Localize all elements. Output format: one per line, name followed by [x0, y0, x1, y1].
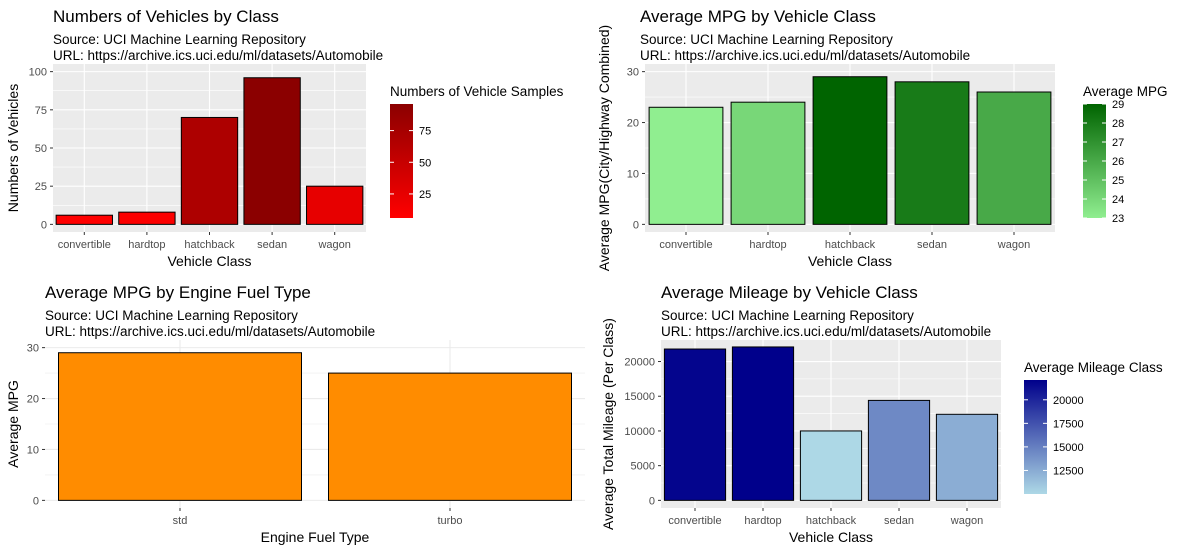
legend-tick-label: 50 [419, 157, 431, 169]
x-tick-label: convertible [659, 239, 712, 251]
legend-tick-label: 15000 [1053, 442, 1084, 454]
x-tick-label: wagon [317, 239, 350, 251]
y-tick-label: 100 [29, 67, 47, 79]
y-tick-label: 20000 [624, 357, 655, 369]
bar-sedan [894, 81, 970, 225]
bar-turbo [328, 372, 572, 501]
chart-panel-4: Average Mileage by Vehicle Class Source: … [600, 283, 1163, 545]
y-tick-label: 50 [35, 143, 47, 155]
x-tick-label: hatchback [184, 239, 235, 251]
y-tick-label: 0 [633, 219, 639, 231]
legend-tick-label: 25 [1112, 175, 1124, 187]
chart-title: Average Mileage by Vehicle Class [661, 283, 918, 302]
bar-convertible [663, 348, 727, 501]
y-axis-title: Average MPG [5, 380, 21, 468]
chart-subtitle-line: Source: UCI Machine Learning Repository [640, 32, 893, 47]
chart-title: Average MPG by Vehicle Class [640, 7, 876, 26]
y-tick-label: 0 [649, 495, 655, 507]
y-tick-label: 20 [27, 394, 39, 406]
x-axis-title: Vehicle Class [808, 253, 892, 269]
x-tick-label: hardtop [749, 239, 786, 251]
x-tick-label: hatchback [825, 239, 876, 251]
bar-sedan [243, 77, 301, 225]
chart-subtitle-line: URL: https://archive.ics.uci.edu/ml/data… [45, 324, 375, 339]
x-axis-title: Vehicle Class [167, 253, 251, 269]
legend-colorbar [1083, 104, 1106, 218]
legend-tick-label: 28 [1112, 118, 1124, 130]
legend-colorbar [1024, 380, 1047, 494]
legend-tick-label: 75 [419, 126, 431, 138]
x-axis-title: Vehicle Class [789, 529, 873, 545]
legend-tick-label: 29 [1112, 99, 1124, 111]
chart-subtitle-line: URL: https://archive.ics.uci.edu/ml/data… [53, 48, 383, 63]
x-tick-label: sedan [257, 239, 287, 251]
bar-wagon [935, 413, 999, 501]
y-axis-title: Numbers of Vehicles [5, 84, 21, 212]
x-tick-label: turbo [437, 515, 462, 527]
legend-title: Average Mileage Class [1024, 360, 1163, 375]
y-tick-label: 10000 [624, 426, 655, 438]
legend-tick-label: 27 [1112, 137, 1124, 149]
y-tick-label: 20 [627, 118, 639, 130]
y-tick-label: 10 [27, 444, 39, 456]
x-tick-label: wagon [997, 239, 1030, 251]
chart-panel-1: Numbers of Vehicles by Class Source: UCI … [5, 7, 564, 269]
chart-subtitle-line: Source: UCI Machine Learning Repository [53, 32, 306, 47]
legend-tick-label: 17500 [1053, 418, 1084, 430]
y-tick-label: 25 [35, 181, 47, 193]
y-axis-title: Average MPG(City/Highway Combined) [596, 25, 612, 271]
bar-hatchback [180, 116, 239, 225]
legend-tick-label: 25 [419, 189, 431, 201]
legend-tick-label: 24 [1112, 194, 1124, 206]
x-tick-label: std [173, 515, 188, 527]
x-tick-label: sedan [917, 239, 947, 251]
y-tick-label: 5000 [631, 461, 655, 473]
bar-hardtop [731, 346, 795, 501]
bar-wagon [976, 91, 1052, 225]
x-tick-label: hardtop [128, 239, 165, 251]
chart-panel-3: Average MPG by Engine Fuel Type Source: U… [5, 283, 585, 545]
chart-title: Average MPG by Engine Fuel Type [45, 283, 311, 302]
y-tick-label: 75 [35, 105, 47, 117]
bar-std [58, 352, 302, 501]
x-axis-title: Engine Fuel Type [261, 529, 370, 545]
y-tick-label: 30 [27, 343, 39, 355]
y-tick-label: 10 [627, 168, 639, 180]
bar-wagon [306, 185, 364, 225]
chart-subtitle-line: URL: https://archive.ics.uci.edu/ml/data… [661, 324, 991, 339]
x-tick-label: wagon [950, 515, 983, 527]
legend-tick-label: 20000 [1053, 395, 1084, 407]
legend-title: Numbers of Vehicle Samples [390, 84, 564, 99]
legend-tick-label: 23 [1112, 213, 1124, 225]
y-tick-label: 30 [627, 67, 639, 79]
chart-subtitle-line: Source: UCI Machine Learning Repository [45, 308, 298, 323]
legend-tick-label: 12500 [1053, 465, 1084, 477]
chart-panel-2: Average MPG by Vehicle Class Source: UCI … [596, 7, 1168, 271]
legend-colorbar [390, 104, 413, 218]
bar-hardtop [730, 101, 806, 225]
x-tick-label: convertible [668, 515, 721, 527]
y-tick-label: 15000 [624, 391, 655, 403]
chart-title: Numbers of Vehicles by Class [53, 7, 279, 26]
x-tick-label: sedan [884, 515, 914, 527]
bar-sedan [867, 399, 931, 501]
bar-convertible [648, 106, 724, 225]
bar-convertible [55, 214, 113, 225]
chart-subtitle-line: URL: https://archive.ics.uci.edu/ml/data… [640, 48, 970, 63]
bar-hatchback [799, 430, 863, 501]
y-axis-title: Average Total Mileage (Per Class) [600, 318, 616, 530]
x-tick-label: hardtop [744, 515, 781, 527]
legend-tick-label: 26 [1112, 156, 1124, 168]
x-tick-label: convertible [58, 239, 111, 251]
x-tick-label: hatchback [806, 515, 857, 527]
legend-title: Average MPG [1083, 84, 1168, 99]
bar-hatchback [812, 76, 888, 225]
y-tick-label: 0 [41, 219, 47, 231]
y-tick-label: 0 [33, 495, 39, 507]
bar-hardtop [118, 211, 176, 225]
chart-subtitle-line: Source: UCI Machine Learning Repository [661, 308, 914, 323]
